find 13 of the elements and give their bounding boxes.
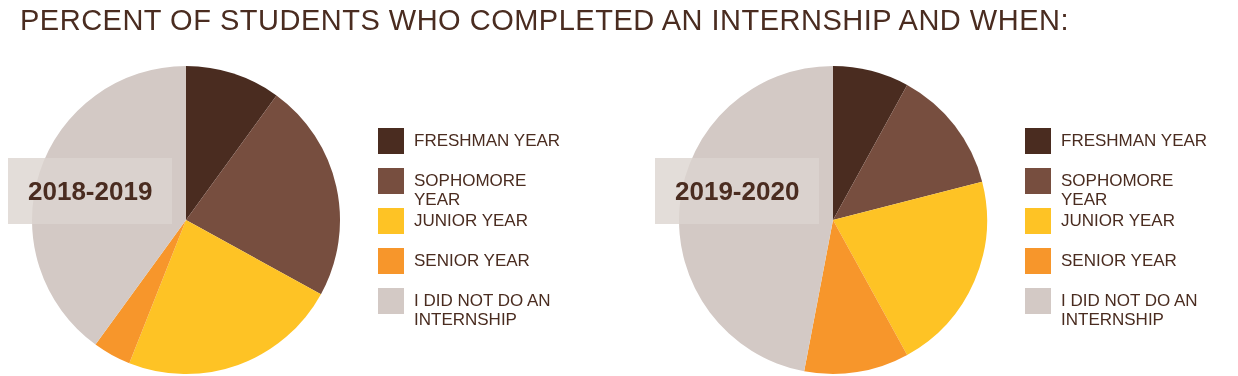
legend-label: I DID NOT DO AN INTERNSHIP <box>1061 290 1199 329</box>
legend-label: JUNIOR YEAR <box>1061 210 1176 230</box>
legend-label: JUNIOR YEAR <box>414 210 529 230</box>
legend-label: SENIOR YEAR <box>414 250 531 270</box>
text: 2019-2020 <box>655 158 820 224</box>
legend-label: SENIOR YEAR <box>1061 250 1178 270</box>
legend-label: SOPHOMORE YEAR <box>414 170 528 209</box>
legend-label: FRESHMAN YEAR <box>414 130 562 150</box>
legend-label: FRESHMAN YEAR <box>1061 130 1209 150</box>
chart-title: PERCENT OF STUDENTS WHO COMPLETED AN INTERNSHIP AND WHEN: <box>20 4 1069 37</box>
legend-label: SOPHOMORE YEAR <box>1061 170 1175 209</box>
text: 2018-2019 <box>8 158 173 224</box>
legend-label: I DID NOT DO AN INTERNSHIP <box>414 290 552 329</box>
